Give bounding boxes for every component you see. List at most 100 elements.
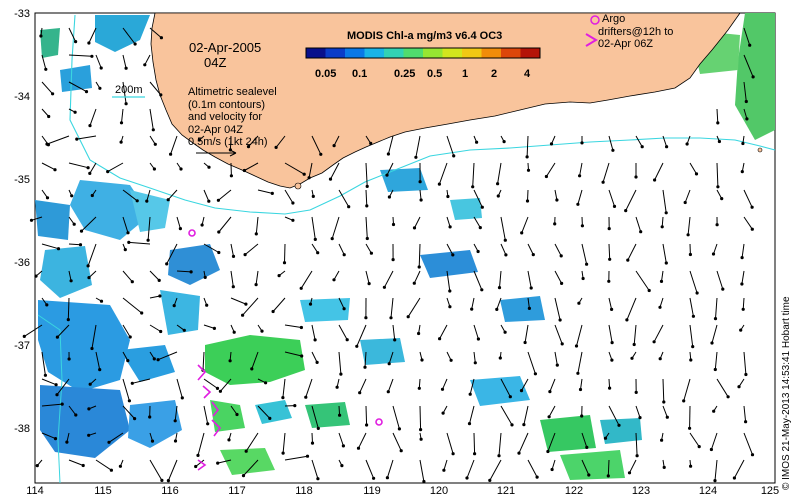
- argo-drifter-track: [211, 401, 220, 417]
- velocity-arrow: [743, 432, 753, 455]
- shelf-contour-200m: [69, 14, 776, 215]
- velocity-arrow-head: [610, 341, 614, 345]
- velocity-arrow-head: [194, 464, 198, 469]
- velocity-arrow-head: [173, 439, 178, 443]
- velocity-arrow: [251, 351, 259, 370]
- velocity-arrow: [473, 216, 481, 228]
- velocity-arrow-head: [231, 285, 235, 289]
- velocity-arrow-head: [504, 253, 508, 257]
- velocity-arrow: [496, 297, 502, 310]
- velocity-arrow-head: [319, 152, 323, 156]
- velocity-arrow-head: [498, 356, 502, 360]
- velocity-arrow: [469, 405, 475, 424]
- velocity-arrow: [383, 270, 394, 288]
- velocity-arrow-head: [476, 249, 480, 254]
- velocity-arrow-head: [81, 463, 85, 468]
- velocity-arrow-head: [715, 223, 719, 227]
- velocity-arrow-head: [555, 363, 559, 367]
- velocity-arrow-head: [508, 395, 512, 399]
- colorbar-segment: [306, 48, 326, 58]
- velocity-arrow: [743, 54, 754, 78]
- velocity-arrow: [284, 455, 308, 461]
- velocity-arrow-head: [576, 371, 580, 375]
- colorbar-tick: 0.25: [394, 68, 416, 80]
- velocity-arrow: [581, 432, 588, 448]
- argo-legend-circle: [590, 15, 600, 25]
- velocity-arrow: [577, 189, 583, 205]
- velocity-arrow: [521, 216, 529, 234]
- velocity-arrow-head: [617, 423, 621, 427]
- velocity-arrow: [608, 189, 615, 207]
- velocity-arrow: [446, 243, 454, 256]
- velocity-arrow-head: [750, 227, 754, 231]
- velocity-arrow: [390, 297, 394, 318]
- y-tick-label: -35: [14, 174, 30, 186]
- velocity-arrow: [149, 324, 161, 332]
- velocity-arrow-head: [205, 303, 209, 307]
- velocity-arrow-head: [581, 276, 585, 281]
- velocity-arrow: [554, 189, 558, 201]
- velocity-arrow: [608, 243, 611, 260]
- velocity-arrow-head: [665, 415, 669, 419]
- velocity-arrow: [41, 403, 63, 407]
- sealevel-note-line: 0.5m/s (1kt 24h): [188, 136, 268, 148]
- velocity-arrow-head: [123, 248, 127, 252]
- velocity-arrow-head: [717, 139, 722, 144]
- velocity-arrow-head: [47, 114, 51, 119]
- x-tick-label: 125: [760, 485, 780, 497]
- velocity-arrow-head: [268, 416, 272, 420]
- velocity-arrow-head: [417, 265, 421, 269]
- velocity-arrow: [81, 216, 97, 232]
- argo-float-marker: [188, 229, 196, 237]
- velocity-arrow: [554, 243, 562, 257]
- velocity-arrow: [122, 351, 129, 361]
- velocity-arrow-head: [576, 202, 580, 206]
- velocity-arrow: [122, 324, 131, 338]
- velocity-arrow-head: [99, 66, 103, 70]
- velocity-arrow-head: [664, 261, 668, 265]
- velocity-arrow-head: [133, 42, 137, 46]
- velocity-arrow-head: [495, 307, 499, 311]
- velocity-arrow: [473, 432, 476, 454]
- velocity-arrow-head: [299, 325, 303, 330]
- velocity-arrow-head: [51, 92, 55, 96]
- velocity-arrow: [89, 108, 97, 126]
- argo-legend-chevron: [585, 33, 598, 47]
- velocity-arrow: [418, 243, 421, 268]
- velocity-arrow: [419, 459, 425, 482]
- velocity-arrow-head: [634, 175, 638, 179]
- velocity-arrow: [743, 351, 747, 375]
- velocity-arrow-head: [662, 465, 666, 469]
- colorbar-segment: [481, 48, 502, 58]
- velocity-arrow: [392, 324, 396, 340]
- velocity-arrow: [438, 162, 448, 185]
- velocity-arrow-head: [22, 334, 26, 338]
- velocity-arrow: [202, 351, 205, 371]
- velocity-arrow: [68, 27, 77, 42]
- velocity-arrow-head: [90, 193, 94, 198]
- velocity-arrow-head: [559, 254, 563, 258]
- velocity-arrow-head: [440, 387, 445, 391]
- velocity-arrow-head: [473, 452, 477, 456]
- velocity-arrow-head: [86, 166, 90, 170]
- velocity-arrow: [548, 405, 556, 418]
- velocity-arrow: [338, 351, 342, 375]
- velocity-arrow: [466, 459, 475, 479]
- velocity-arrow: [122, 216, 129, 233]
- velocity-arrow-head: [502, 140, 506, 144]
- velocity-arrow-head: [660, 438, 664, 442]
- velocity-arrow-head: [189, 270, 193, 274]
- velocity-arrow-head: [152, 357, 156, 361]
- velocity-arrow-head: [72, 222, 76, 226]
- velocity-arrow: [635, 270, 650, 291]
- velocity-arrow-head: [632, 342, 636, 347]
- velocity-arrow-head: [473, 361, 477, 365]
- velocity-arrow: [275, 135, 286, 148]
- velocity-arrow: [311, 351, 318, 363]
- velocity-arrow: [527, 270, 532, 289]
- velocity-arrow: [715, 297, 718, 319]
- velocity-arrow-head: [200, 223, 204, 227]
- velocity-arrow: [414, 216, 421, 229]
- velocity-arrow-head: [745, 117, 749, 121]
- velocity-arrow: [365, 162, 368, 187]
